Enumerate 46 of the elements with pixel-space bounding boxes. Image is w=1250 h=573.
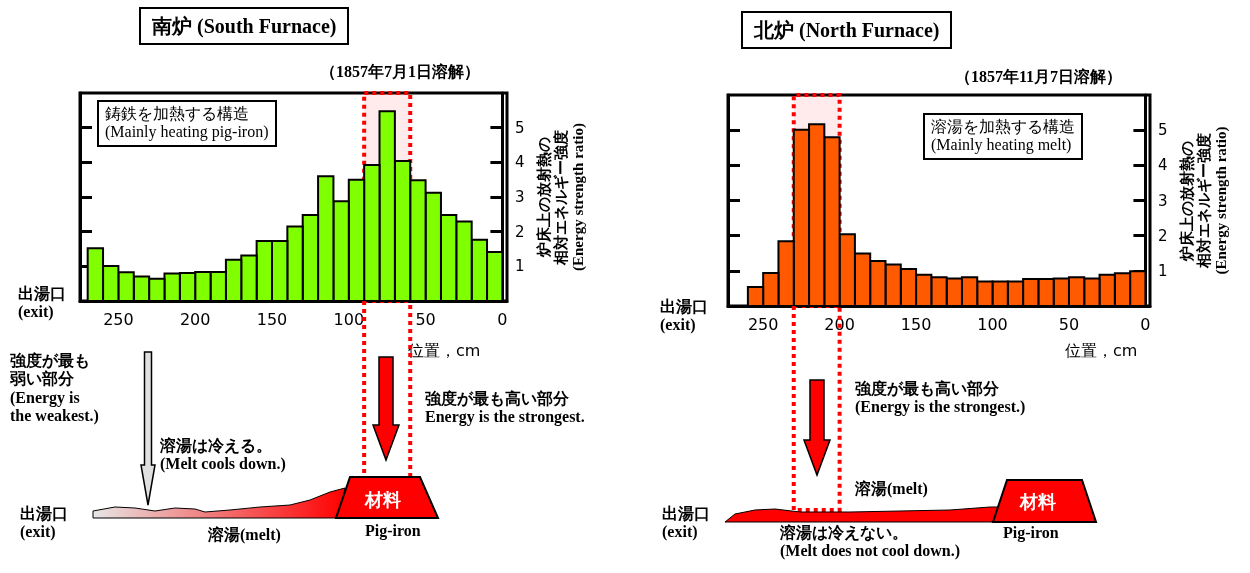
text: 強度が最も弱い部分 (Energy is the weakest.) bbox=[10, 352, 99, 426]
chart-title: 北炉 (North Furnace) bbox=[753, 19, 940, 42]
y-tick-label: 4 bbox=[1158, 156, 1168, 175]
y-tick-label: 1 bbox=[1158, 261, 1168, 280]
x-tick-label: 150 bbox=[256, 309, 288, 329]
annotation: 鋳鉄を加熱する構造 (Mainly heating pig-iron) bbox=[97, 100, 277, 147]
y-tick-label: 5 bbox=[515, 118, 525, 137]
text: 出湯口 (exit) bbox=[660, 298, 708, 335]
x-tick-label: 250 bbox=[747, 314, 779, 334]
chart-subtitle: （1857年11月7日溶解） bbox=[955, 66, 1123, 86]
annotation: 溶湯を加熱する構造 (Mainly heating melt) bbox=[923, 113, 1083, 160]
x-axis-title: 位置，cm bbox=[1065, 341, 1138, 361]
x-tick-label: 50 bbox=[415, 309, 436, 329]
text: 溶湯(melt) bbox=[855, 480, 928, 499]
y-tick-label: 1 bbox=[515, 257, 525, 276]
y-axis-title: 炉床上の放射熱の相対エネルギー強度 (Energy strength ratio) bbox=[1177, 126, 1230, 275]
x-tick-label: 0 bbox=[497, 309, 508, 329]
y-tick-label: 2 bbox=[1158, 226, 1168, 245]
text: 溶湯は冷えない。 (Melt does not cool down.) bbox=[780, 524, 960, 561]
x-tick-label: 200 bbox=[824, 314, 855, 334]
text: 強度が最も高い部分 Energy is the strongest. bbox=[425, 390, 585, 427]
chart-title: 南炉 (South Furnace) bbox=[151, 15, 337, 38]
x-tick-label: 100 bbox=[977, 314, 1008, 334]
chart-subtitle: （1857年7月1日溶解） bbox=[320, 61, 480, 81]
y-axis-title: 炉床上の放射熱の相対エネルギー強度 (Energy strength ratio) bbox=[534, 122, 587, 272]
text: 溶湯は冷える。 (Melt cools down.) bbox=[160, 437, 286, 474]
y-tick-label: 2 bbox=[515, 222, 525, 241]
y-tick-label: 3 bbox=[1158, 191, 1168, 210]
x-tick-label: 0 bbox=[1140, 314, 1151, 334]
text: Pig-iron bbox=[1003, 524, 1059, 543]
text: Pig-iron bbox=[365, 522, 421, 541]
y-tick-label: 4 bbox=[515, 153, 525, 172]
text: 材料 bbox=[1020, 492, 1056, 513]
y-tick-label: 3 bbox=[515, 188, 525, 206]
x-tick-label: 200 bbox=[179, 309, 211, 329]
text: 材料 bbox=[365, 490, 401, 511]
x-tick-label: 250 bbox=[103, 309, 134, 329]
text: 出湯口 (exit) bbox=[20, 505, 68, 542]
x-tick-label: 100 bbox=[333, 309, 365, 329]
x-tick-label: 50 bbox=[1058, 314, 1080, 334]
x-tick-label: 150 bbox=[900, 314, 932, 334]
y-tick-label: 5 bbox=[1158, 121, 1168, 140]
text: 出湯口 (exit) bbox=[18, 285, 66, 322]
text: 出湯口 (exit) bbox=[662, 505, 710, 542]
text: 強度が最も高い部分 (Energy is the strongest.) bbox=[855, 380, 1026, 417]
text: 溶湯(melt) bbox=[208, 526, 281, 545]
